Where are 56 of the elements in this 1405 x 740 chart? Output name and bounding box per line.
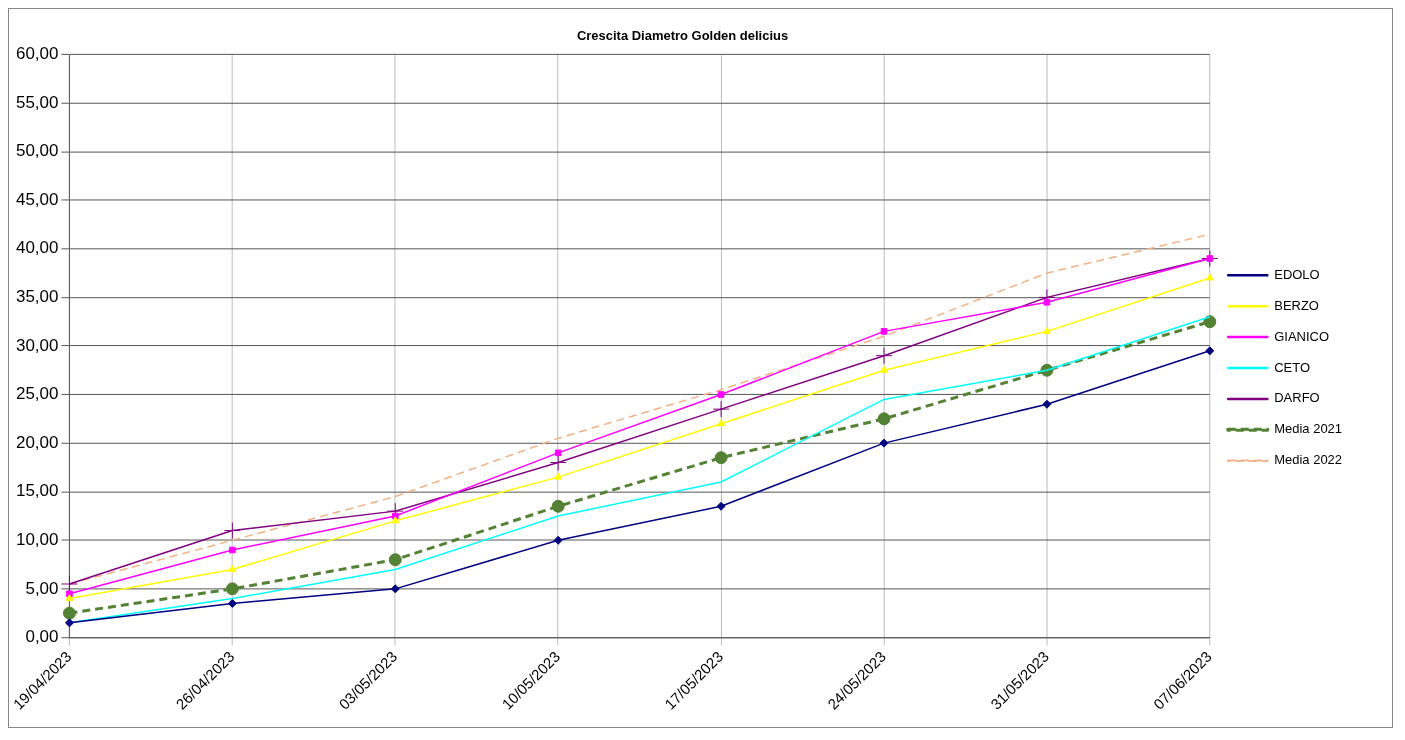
- point: [228, 564, 237, 572]
- y-tick-label: 60,00: [16, 44, 59, 64]
- point: [390, 584, 400, 594]
- point: [716, 501, 726, 511]
- point: [62, 606, 76, 620]
- point: [65, 594, 74, 602]
- point: [554, 449, 562, 457]
- point: [880, 365, 888, 373]
- point: [388, 553, 402, 567]
- y-tick-label: 40,00: [16, 238, 59, 258]
- legend-label: Media 2022: [1274, 452, 1343, 468]
- point: [225, 582, 239, 596]
- legend-label: Media 2021: [1274, 421, 1343, 437]
- point: [717, 391, 725, 398]
- point: [229, 546, 236, 554]
- legend-label: BERZO: [1274, 297, 1319, 313]
- y-tick-label: 30,00: [16, 335, 59, 355]
- legend-label: DARFO: [1274, 390, 1320, 406]
- point: [549, 454, 567, 472]
- legend-label: GIANICO: [1274, 328, 1330, 344]
- point: [1201, 250, 1219, 267]
- legend-label: EDOLO: [1274, 266, 1320, 282]
- y-tick-label: 55,00: [16, 92, 59, 112]
- point: [391, 516, 400, 524]
- chart-title: Crescita Diametro Golden delicius: [576, 28, 789, 44]
- point: [717, 419, 726, 427]
- point: [1042, 399, 1052, 409]
- y-tick-label: 20,00: [16, 432, 59, 452]
- y-tick-label: 25,00: [16, 384, 59, 404]
- point: [554, 472, 563, 480]
- point: [1205, 346, 1215, 356]
- y-tick-label: 15,00: [16, 481, 59, 501]
- point: [1043, 298, 1051, 306]
- y-tick-label: 35,00: [16, 287, 59, 307]
- point: [60, 575, 78, 593]
- legend-label: CETO: [1274, 359, 1311, 375]
- point: [712, 400, 730, 418]
- point: [64, 618, 74, 628]
- point: [551, 499, 565, 513]
- point: [875, 347, 893, 365]
- point: [877, 412, 891, 426]
- point: [1042, 326, 1051, 334]
- point: [879, 438, 889, 448]
- point: [880, 328, 888, 335]
- y-tick-label: 10,00: [16, 529, 59, 549]
- y-tick-label: 50,00: [16, 141, 59, 161]
- point: [1206, 255, 1214, 262]
- y-tick-label: 5,00: [25, 578, 59, 598]
- point: [223, 522, 241, 540]
- point: [1205, 273, 1214, 281]
- point: [1203, 315, 1217, 329]
- point: [227, 598, 237, 608]
- point: [714, 451, 728, 465]
- point: [553, 535, 563, 545]
- y-tick-label: 45,00: [16, 189, 59, 209]
- y-tick-label: 0,00: [25, 627, 59, 647]
